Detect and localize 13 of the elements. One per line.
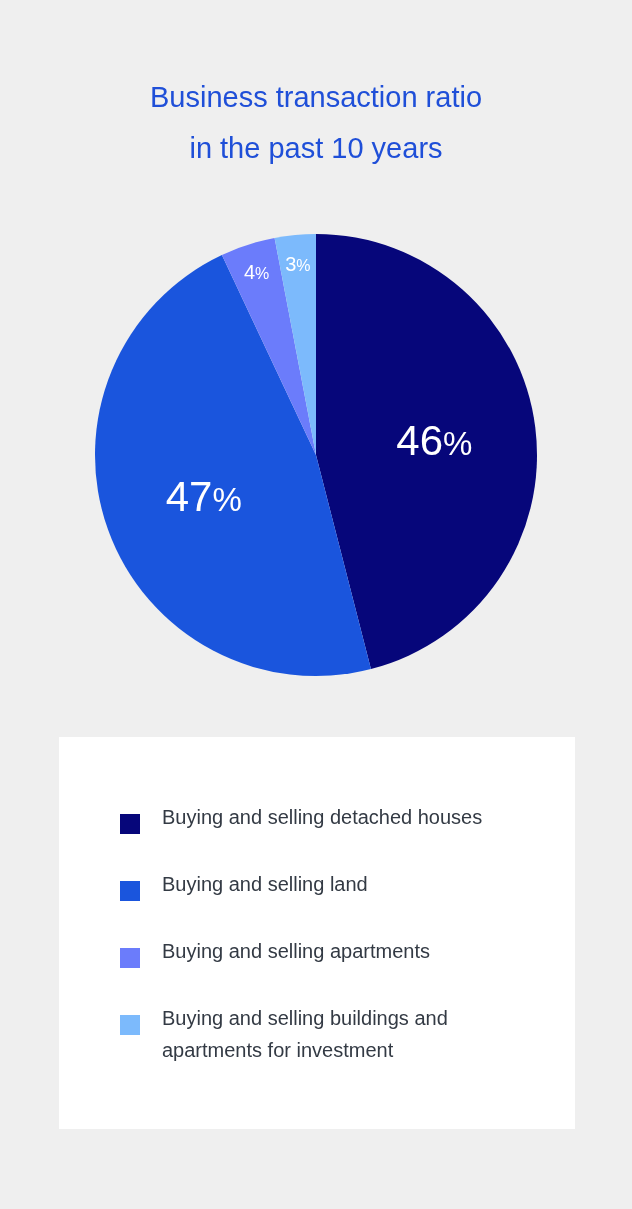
legend-label: Buying and selling apartments: [162, 940, 430, 962]
chart-title: Business transaction ratio in the past 10 years: [149, 81, 483, 164]
pie-slice: [316, 234, 537, 670]
pie-slice: [274, 234, 316, 455]
data-label: 46%: [396, 417, 473, 465]
pie-slice: [95, 255, 371, 676]
data-label: 47%: [165, 472, 242, 520]
data-label: 3%: [285, 252, 311, 275]
legend-label: Buying and selling land: [162, 873, 368, 895]
pie-slice: [221, 237, 316, 455]
legend-label: Buying and selling buildings and apartments for investment: [162, 1007, 448, 1061]
data-label: 4%: [243, 261, 270, 284]
legend-label: Buying and selling detached houses: [162, 806, 483, 828]
